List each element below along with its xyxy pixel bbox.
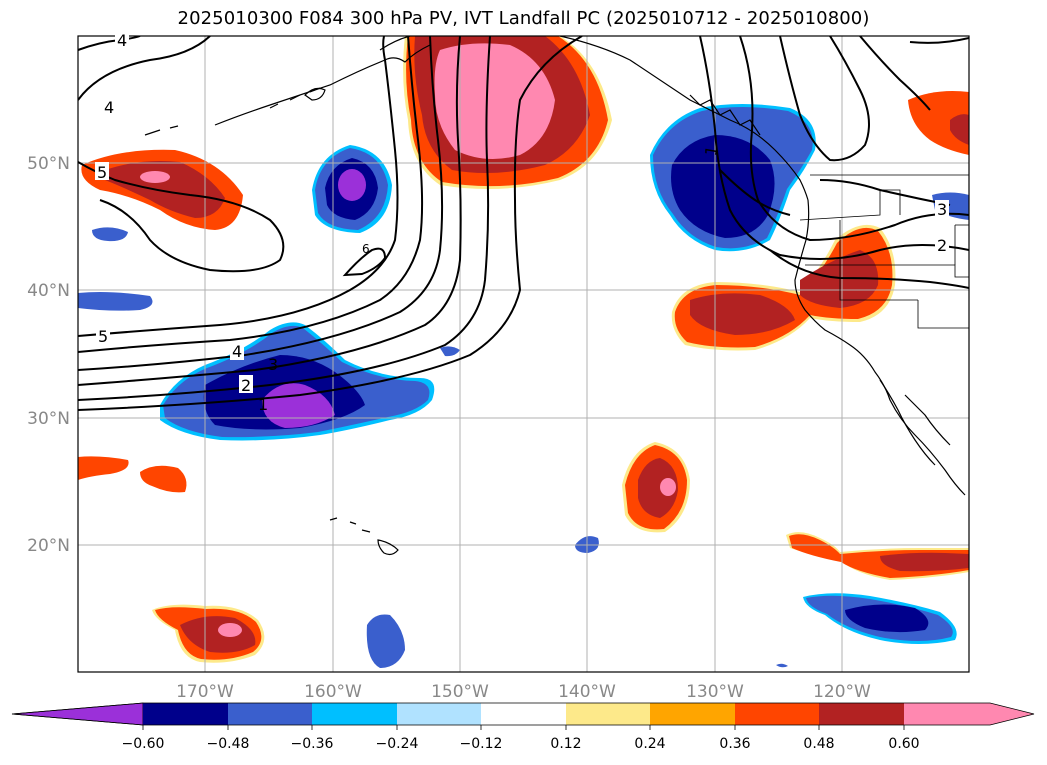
colorbar-tick-label: 0.48 xyxy=(803,736,834,752)
contour-labels: 4 4 5 5 4 3 2 1 1 3 2 6 xyxy=(95,30,949,414)
anomaly-positive-northern-rockies xyxy=(908,91,969,155)
latitude-labels: 50°N 40°N 30°N 20°N xyxy=(27,154,70,556)
anomaly-negative-south-central xyxy=(366,614,405,668)
contour-label: 1 xyxy=(701,144,721,157)
coastlines xyxy=(144,36,966,556)
contour-label: 5 xyxy=(97,163,107,182)
lon-label: 170°W xyxy=(176,682,234,702)
anomaly-negative-small-5 xyxy=(776,663,788,668)
lat-label: 20°N xyxy=(27,536,70,556)
colorbar-segment xyxy=(397,703,481,725)
lon-label: 160°W xyxy=(304,682,362,702)
colorbar-segment xyxy=(819,703,904,725)
colorbar-segment xyxy=(735,703,819,725)
lat-label: 50°N xyxy=(27,154,70,174)
lon-label: 140°W xyxy=(558,682,616,702)
longitude-labels: 170°W 160°W 150°W 140°W 130°W 120°W xyxy=(176,682,871,702)
contour-label: 6 xyxy=(362,242,370,256)
contour-label: 5 xyxy=(98,327,108,346)
contour-label: 2 xyxy=(937,236,947,255)
colorbar-tick-label: 0.12 xyxy=(550,736,581,752)
lat-label: 40°N xyxy=(27,281,70,301)
colorbar-segment xyxy=(228,703,312,725)
graticule xyxy=(78,36,969,672)
anomaly-positive-south-west xyxy=(152,604,265,663)
anomaly-negative-small-2 xyxy=(78,292,153,311)
lon-label: 120°W xyxy=(813,682,871,702)
contour-label: 4 xyxy=(104,98,114,117)
colorbar-tick-label: −0.24 xyxy=(376,736,419,752)
colorbar-tick-label: −0.36 xyxy=(291,736,334,752)
lon-label: 130°W xyxy=(686,682,744,702)
colorbar-segment xyxy=(312,703,397,725)
colorbar-tick-label: −0.48 xyxy=(207,736,250,752)
anomaly-negative-small-1 xyxy=(92,227,128,242)
contour-label: 2 xyxy=(241,376,251,395)
map-title: 2025010300 F084 300 hPa PV, IVT Landfall… xyxy=(177,8,870,29)
lat-label: 30°N xyxy=(27,409,70,429)
colorbar-tick-label: −0.12 xyxy=(460,736,503,752)
colorbar-segment xyxy=(143,703,228,725)
colorbar-tick-label: 0.36 xyxy=(719,736,750,752)
map-frame xyxy=(77,35,970,673)
anomaly-positive-subtropical-east xyxy=(622,442,690,533)
contour-label: 4 xyxy=(117,31,127,50)
anomaly-negative-small-3 xyxy=(440,346,460,357)
anomaly-negative-pacific-northwest xyxy=(650,104,816,252)
pv-contours xyxy=(78,36,969,411)
anomaly-positive-small-2 xyxy=(140,465,187,493)
colorbar-segment xyxy=(566,703,650,725)
colorbar-tick-label: 0.60 xyxy=(888,736,919,752)
lon-label: 150°W xyxy=(431,682,489,702)
colorbar-extend-low xyxy=(11,702,144,726)
contour-label: 3 xyxy=(937,200,947,219)
colorbar: −0.60 −0.48 −0.36 −0.24 −0.12 0.12 0.24 … xyxy=(11,702,1035,752)
colorbar-segment xyxy=(481,703,566,725)
anomaly-positive-small-1 xyxy=(78,456,129,480)
contour-label: 1 xyxy=(258,395,268,414)
colorbar-segment xyxy=(650,703,735,725)
contour-label: 3 xyxy=(268,355,278,374)
colorbar-tick-label: 0.24 xyxy=(634,736,665,752)
borders xyxy=(799,174,969,329)
colorbar-tick-label: −0.60 xyxy=(122,736,165,752)
colorbar-extend-high xyxy=(904,703,1034,725)
contour-label: 4 xyxy=(232,342,242,361)
anomaly-negative-south-east xyxy=(803,593,957,644)
anomaly-positive-south-east xyxy=(786,532,969,580)
